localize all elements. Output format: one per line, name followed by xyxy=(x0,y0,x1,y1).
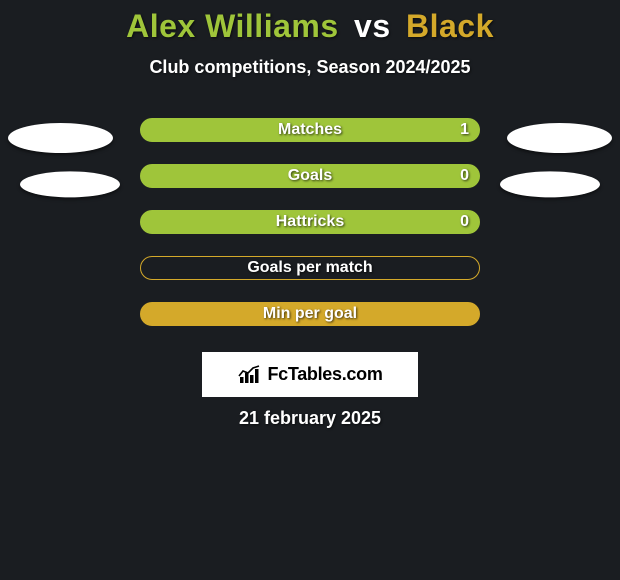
stats-rows: Matches 1 Goals 0 Hattricks 0 Goals per … xyxy=(0,118,620,348)
stat-label: Min per goal xyxy=(263,305,357,323)
stat-pill: Goals 0 xyxy=(140,164,480,188)
stat-row-min-per-goal: Min per goal xyxy=(0,302,620,348)
source-logo: FcTables.com xyxy=(202,352,418,397)
stat-pill: Min per goal xyxy=(140,302,480,326)
date-text: 21 february 2025 xyxy=(239,408,381,429)
stat-label: Goals per match xyxy=(247,259,372,277)
chart-icon xyxy=(237,364,263,386)
stat-row-hattricks: Hattricks 0 xyxy=(0,210,620,256)
stat-pill: Hattricks 0 xyxy=(140,210,480,234)
comparison-title: Alex Williams vs Black xyxy=(0,0,620,45)
ellipse-left xyxy=(8,123,113,153)
stat-pill: Matches 1 xyxy=(140,118,480,142)
stat-row-matches: Matches 1 xyxy=(0,118,620,164)
logo-text: FcTables.com xyxy=(267,364,382,385)
stat-value: 0 xyxy=(460,167,469,185)
subtitle-text: Club competitions, Season 2024/2025 xyxy=(0,57,620,78)
vs-separator: vs xyxy=(354,8,391,44)
ellipse-left xyxy=(20,171,120,197)
player1-name: Alex Williams xyxy=(126,8,339,44)
ellipse-right xyxy=(507,123,612,153)
stat-label: Hattricks xyxy=(276,213,344,231)
ellipse-right xyxy=(500,171,600,197)
stat-row-goals: Goals 0 xyxy=(0,164,620,210)
player2-name: Black xyxy=(406,8,494,44)
stat-label: Goals xyxy=(288,167,332,185)
stat-value: 0 xyxy=(460,213,469,231)
stat-pill: Goals per match xyxy=(140,256,480,280)
stat-row-goals-per-match: Goals per match xyxy=(0,256,620,302)
logo-inner: FcTables.com xyxy=(237,364,382,386)
stat-value: 1 xyxy=(460,121,469,139)
stat-label: Matches xyxy=(278,121,342,139)
